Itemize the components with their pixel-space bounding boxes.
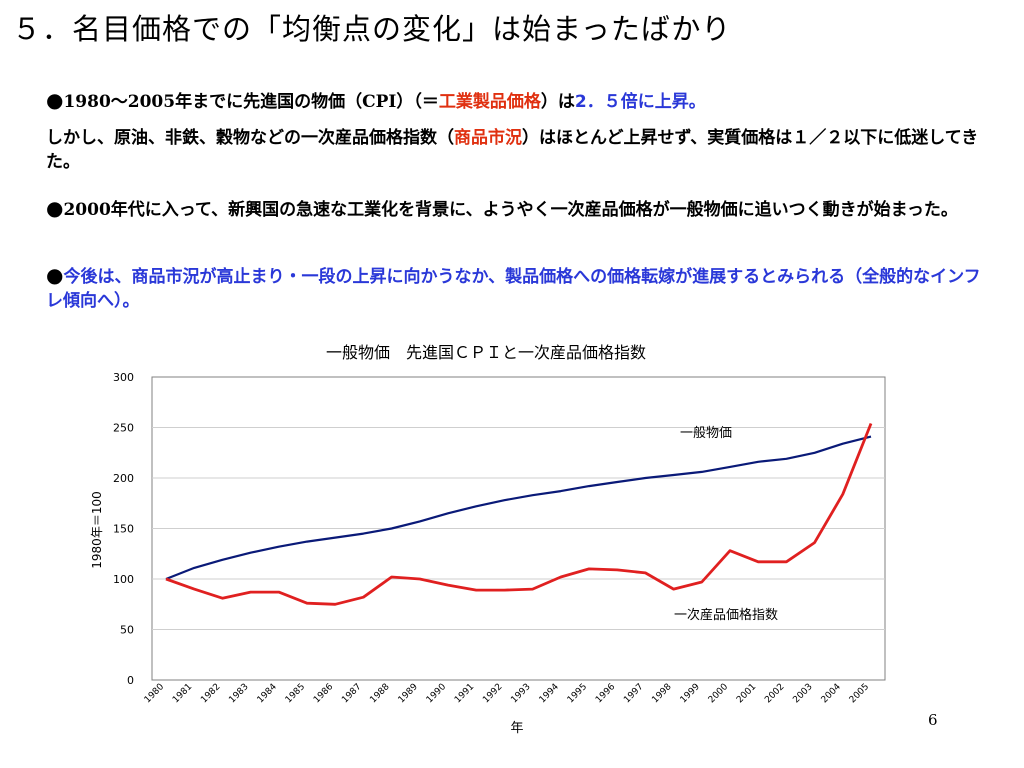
x-tick-label: 1984 — [256, 682, 279, 705]
x-tick-label: 1983 — [227, 682, 250, 705]
bullet-text-segment: 2．５倍に上昇。 — [574, 92, 706, 112]
chart-title: 一般物価 先進国ＣＰＩと一次産品価格指数 — [326, 343, 646, 362]
x-tick-label: 1995 — [566, 682, 589, 705]
bullet-outlook: ●今後は、商品市況が高止まり・一段の上昇に向かうなか、製品価格への価格転嫁が進展… — [46, 263, 986, 313]
x-tick-label: 1996 — [594, 682, 617, 705]
x-tick-label: 1992 — [481, 682, 504, 705]
x-tick-label: 1988 — [368, 682, 391, 705]
series-line-general-price — [165, 435, 872, 581]
bullet-marker: ● — [46, 263, 64, 287]
bullet-text-segment: 年代に入って、新興国の急速な工業化を背景に、ようやく一次産品価格が一般物価に追い… — [110, 200, 958, 220]
x-tick-label: 1989 — [397, 682, 420, 705]
x-axis-label: 年 — [510, 721, 523, 736]
y-tick-label: 0 — [127, 674, 134, 687]
x-axis-ticks: 1980 1981 1982 1983 1984 1985 1986 1987 1988 1989… — [143, 682, 871, 705]
series-lines — [165, 422, 873, 606]
x-tick-label: 1981 — [171, 682, 194, 705]
bullet-text-segment: 年までに先進国の物価（ — [175, 92, 363, 112]
x-tick-label: 2004 — [820, 682, 843, 705]
x-tick-label: 1982 — [199, 682, 222, 705]
bullet-commodity-stagnant: しかし、原油、非鉄、穀物などの一次産品価格指数（商品市況）はほとんど上昇せず、実… — [46, 126, 986, 174]
x-tick-label: 1987 — [340, 682, 363, 705]
x-tick-label: 2005 — [848, 682, 871, 705]
bullet-2000s-catchup: ●2000年代に入って、新興国の急速な工業化を背景に、ようやく一次産品価格が一般… — [46, 196, 986, 222]
bullet-marker: ● — [46, 196, 64, 220]
y-axis-label: 1980年＝100 — [90, 491, 104, 568]
y-tick-label: 250 — [113, 422, 134, 435]
series-label: 一次産品価格指数 — [674, 607, 778, 623]
x-tick-label: 2003 — [791, 682, 814, 705]
series-line-commodity-index — [165, 422, 873, 606]
y-tick-label: 300 — [113, 371, 134, 384]
bullet-text-segment: 今後は、商品市況が高止まり・一段の上昇に向かうなか、製品価格への価格転嫁が進展す… — [46, 267, 981, 311]
y-tick-label: 100 — [113, 573, 134, 586]
x-tick-label: 1990 — [425, 682, 448, 705]
y-tick-label: 150 — [113, 523, 134, 536]
x-tick-label: 1997 — [622, 682, 645, 705]
x-tick-label: 1991 — [453, 682, 476, 705]
bullet-text-segment: 商品市況 — [454, 128, 522, 148]
bullet-marker: ● — [46, 88, 64, 112]
gridlines — [152, 427, 885, 630]
bullet-text-segment: CPI — [362, 92, 397, 112]
page-number: 6 — [928, 711, 938, 729]
bullet-text-segment: ）はほとんど上昇せず、実質価格は１／２以下に低迷してきた。 — [46, 128, 979, 172]
bullet-cpi-rise: ●1980～2005年までに先進国の物価（CPI）（＝工業製品価格）は2．５倍に… — [46, 88, 986, 114]
bullet-text-segment: 2000 — [63, 200, 111, 220]
bullet-text-segment: 工業製品価格 — [438, 92, 541, 112]
bullet-text-segment: ）（＝ — [396, 92, 439, 112]
bullet-text-segment: 1980～2005 — [63, 92, 176, 112]
x-tick-label: 2000 — [707, 682, 730, 705]
x-tick-label: 1985 — [284, 682, 307, 705]
x-tick-label: 1986 — [312, 682, 335, 705]
x-tick-label: 1993 — [509, 682, 532, 705]
y-tick-label: 50 — [120, 624, 134, 637]
series-label: 一般物価 — [680, 425, 732, 441]
x-tick-label: 1998 — [650, 682, 673, 705]
x-tick-label: 1999 — [679, 682, 702, 705]
y-tick-label: 200 — [113, 472, 134, 485]
price-index-chart: 一般物価 先進国ＣＰＩと一次産品価格指数 050100150200250300 … — [90, 343, 886, 736]
x-tick-label: 2002 — [763, 682, 786, 705]
slide-title: ５．名目価格での「均衡点の変化」は始まったばかり — [12, 12, 732, 46]
x-tick-label: 2001 — [735, 682, 758, 705]
bullet-text-segment: ）は — [540, 92, 575, 112]
x-tick-label: 1994 — [538, 682, 561, 705]
x-tick-label: 1980 — [143, 682, 166, 705]
y-axis-ticks: 0 50 100 150 200 250 300 — [113, 371, 134, 687]
bullet-text-segment: しかし、原油、非鉄、穀物などの一次産品価格指数（ — [46, 128, 454, 148]
